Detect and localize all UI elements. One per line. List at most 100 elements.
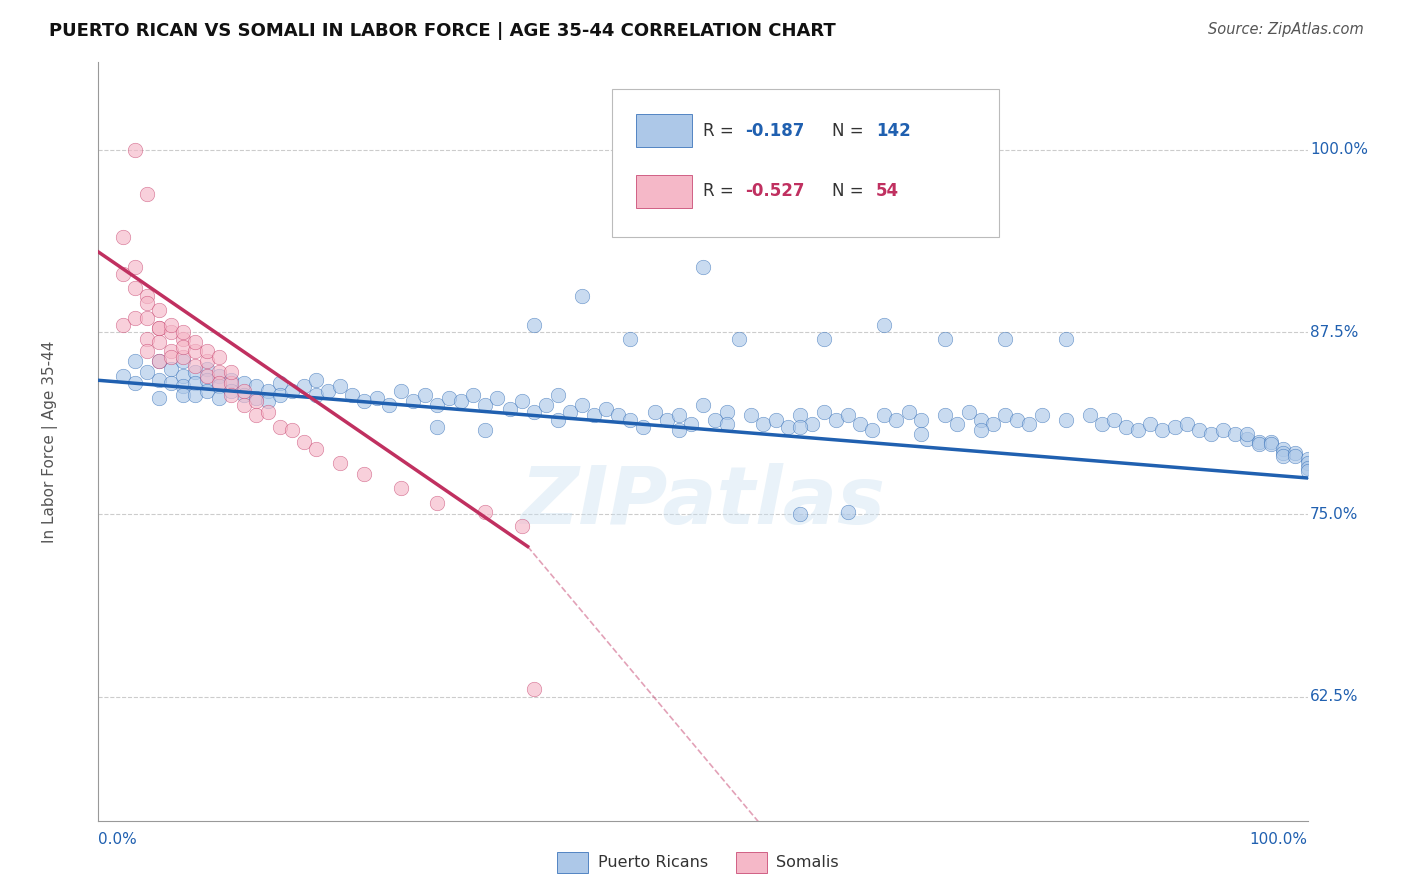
Point: [148, 391, 170, 405]
Point: [474, 423, 496, 437]
Point: [547, 412, 569, 426]
Point: [1272, 442, 1295, 456]
Point: [1054, 412, 1077, 426]
Point: [208, 376, 231, 391]
Point: [184, 359, 207, 373]
Point: [571, 398, 593, 412]
Point: [389, 384, 412, 398]
Point: [172, 325, 194, 339]
Point: [1272, 446, 1295, 460]
Point: [135, 186, 157, 201]
Text: 87.5%: 87.5%: [1310, 325, 1358, 340]
Point: [124, 281, 146, 295]
Point: [329, 457, 352, 471]
Point: [716, 405, 738, 419]
Point: [426, 420, 449, 434]
Text: 62.5%: 62.5%: [1310, 690, 1358, 704]
Point: [752, 417, 775, 431]
Point: [934, 409, 956, 423]
Point: [172, 340, 194, 354]
Point: [800, 417, 823, 431]
Point: [765, 412, 787, 426]
Point: [342, 388, 364, 402]
FancyBboxPatch shape: [637, 175, 692, 208]
Point: [1139, 417, 1161, 431]
Point: [269, 376, 291, 391]
Point: [221, 388, 243, 402]
Point: [232, 398, 254, 412]
Point: [486, 391, 509, 405]
Point: [1296, 464, 1319, 478]
Point: [644, 405, 666, 419]
Point: [124, 143, 146, 157]
Point: [860, 423, 883, 437]
Point: [111, 368, 134, 383]
Point: [172, 388, 194, 402]
Point: [1078, 409, 1101, 423]
Point: [1007, 412, 1029, 426]
FancyBboxPatch shape: [557, 852, 588, 873]
Point: [305, 442, 328, 456]
Point: [232, 388, 254, 402]
Point: [292, 379, 315, 393]
Point: [619, 333, 641, 347]
Point: [221, 376, 243, 391]
Point: [245, 409, 267, 423]
Point: [789, 409, 811, 423]
Point: [208, 365, 231, 379]
Text: R =: R =: [703, 121, 740, 140]
Point: [1296, 452, 1319, 467]
Point: [1175, 417, 1198, 431]
Point: [631, 420, 654, 434]
Point: [305, 388, 328, 402]
Point: [1223, 427, 1246, 442]
Point: [135, 344, 157, 359]
Point: [135, 365, 157, 379]
Point: [1296, 457, 1319, 471]
Point: [148, 335, 170, 350]
Point: [813, 333, 835, 347]
Point: [221, 384, 243, 398]
Point: [195, 368, 218, 383]
Point: [135, 289, 157, 303]
Point: [849, 417, 872, 431]
Point: [111, 230, 134, 244]
Point: [195, 373, 218, 387]
Point: [172, 379, 194, 393]
Point: [523, 318, 546, 332]
Point: [160, 350, 183, 364]
Point: [837, 409, 859, 423]
Point: [813, 405, 835, 419]
Point: [463, 388, 485, 402]
Point: [353, 393, 375, 408]
Text: Source: ZipAtlas.com: Source: ZipAtlas.com: [1208, 22, 1364, 37]
Point: [195, 384, 218, 398]
Point: [124, 376, 146, 391]
Point: [534, 398, 557, 412]
Point: [281, 423, 304, 437]
Point: [994, 333, 1017, 347]
Point: [135, 296, 157, 310]
Point: [692, 398, 714, 412]
Point: [353, 467, 375, 481]
Point: [124, 354, 146, 368]
Point: [184, 376, 207, 391]
Text: -0.187: -0.187: [745, 121, 804, 140]
Text: Somalis: Somalis: [776, 855, 838, 870]
Point: [160, 325, 183, 339]
Point: [1249, 437, 1271, 451]
Point: [111, 267, 134, 281]
Point: [124, 310, 146, 325]
Point: [825, 412, 848, 426]
Point: [148, 303, 170, 318]
Point: [316, 384, 339, 398]
Point: [305, 373, 328, 387]
Point: [172, 333, 194, 347]
Text: 75.0%: 75.0%: [1310, 507, 1358, 522]
Text: Puerto Ricans: Puerto Ricans: [598, 855, 709, 870]
Point: [402, 393, 425, 408]
FancyBboxPatch shape: [735, 852, 768, 873]
Point: [148, 354, 170, 368]
Point: [1272, 449, 1295, 463]
Point: [873, 409, 896, 423]
